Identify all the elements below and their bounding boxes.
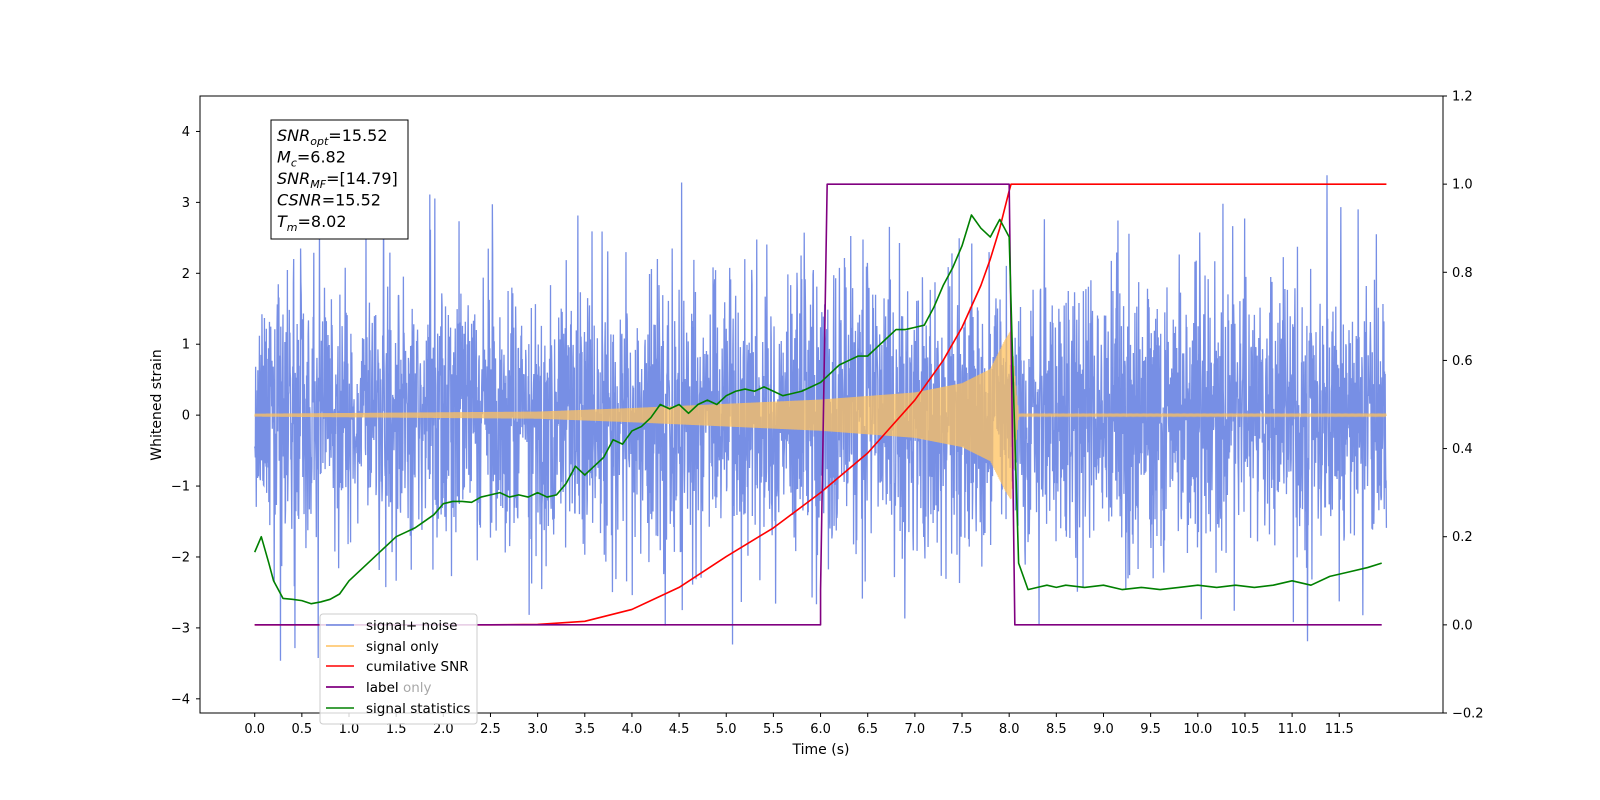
info-box-line: SNRMF=[14.79] [277,169,398,191]
legend-entry: label only [326,680,432,696]
legend-entry: signal only [326,639,439,655]
y-tick-label: 3 [182,196,190,211]
x-tick-label: 0.5 [292,722,313,737]
x-tick-label: 2.5 [480,722,501,737]
x-tick-label: 7.5 [952,722,973,737]
info-box-line: CSNR=15.52 [277,191,381,210]
y-tick-label: 4 [182,125,190,140]
series-signal-only-line [254,330,1387,500]
x-tick-label: 0.0 [244,722,265,737]
y-tick-label: 2 [182,267,190,282]
y-tick-label: 0 [182,409,190,424]
x-tick-label: 3.5 [574,722,595,737]
x-tick-label: 8.5 [1046,722,1067,737]
plot-frame [199,95,1444,714]
series-label-line [254,183,1382,626]
legend-frame [319,613,478,725]
legend-label: signal statistics [366,701,470,717]
y2-tick-label: 1.2 [1452,90,1473,105]
series-signal-noise-line [254,175,1388,661]
y-tick-label: −4 [171,692,190,707]
y2-tick-label: 1.0 [1452,178,1473,193]
x-tick-label: 1.0 [339,722,360,737]
legend-label: cumilative SNR [366,659,469,675]
x-tick-label: 10.5 [1230,722,1259,737]
x-tick-label: 1.5 [386,722,407,737]
legend-label: label only [366,680,432,696]
y-tick-label: 1 [182,338,190,353]
info-box-frame [270,119,409,240]
x-axis: 0.0 0.5 1.0 1.5 2.0 2.5 3.0 3.5 4.0 4.5 5.0 5.5 6.0 6… [244,713,1354,737]
y2-tick-label: 0.0 [1452,618,1473,633]
y-axis-left: 4 3 2 1 0 −1 −2 −3 −4 [171,125,200,707]
legend-entry: signal statistics [326,701,470,717]
y2-tick-label: 0.2 [1452,530,1473,545]
legend-entry: cumilative SNR [326,659,469,675]
x-tick-label: 11.5 [1325,722,1354,737]
legend-label: label [366,680,399,696]
x-tick-label: 5.5 [763,722,784,737]
x-tick-label: 6.5 [857,722,878,737]
y-tick-label: −3 [171,621,190,636]
y2-tick-label: 0.6 [1452,354,1473,369]
legend: signal+ noise signal only cumilative SNR la… [319,613,478,725]
y-axis-right: 1.2 1.0 0.8 0.6 0.4 0.2 0.0 −0.2 [1443,90,1484,722]
info-box-line: Tm=8.02 [277,212,347,234]
legend-entry: signal+ noise [326,618,457,634]
x-tick-label: 10.0 [1183,722,1212,737]
y-axis-label: Whitened strain [149,349,165,460]
x-tick-label: 3.0 [527,722,548,737]
x-tick-label: 4.5 [669,722,690,737]
y2-tick-label: 0.4 [1452,442,1473,457]
y2-tick-label: 0.8 [1452,266,1473,281]
info-box-line: SNRopt=15.52 [277,126,388,148]
x-tick-label: 9.5 [1140,722,1161,737]
x-axis-label: Time (s) [792,742,850,758]
series-signal-statistics-line [253,214,1382,605]
x-tick-label: 4.0 [622,722,643,737]
x-tick-label: 5.0 [716,722,737,737]
x-tick-label: 7.0 [905,722,926,737]
info-box-line: Mc=6.82 [277,148,346,170]
x-tick-label: 11.0 [1278,722,1307,737]
legend-label: signal+ noise [366,618,457,634]
x-tick-label: 2.0 [433,722,454,737]
info-box: SNRopt=15.52Mc=6.82SNRMF=[14.79]CSNR=15.… [270,119,409,240]
plot-area [253,175,1388,661]
y-tick-label: −1 [171,480,190,495]
x-tick-label: 9.0 [1093,722,1114,737]
x-tick-label: 6.0 [810,722,831,737]
legend-label: signal only [366,639,439,655]
y2-tick-label: −0.2 [1452,707,1484,722]
series-cumulative-snr-line [254,183,1387,626]
y-tick-label: −2 [171,550,190,565]
x-tick-label: 8.0 [999,722,1020,737]
